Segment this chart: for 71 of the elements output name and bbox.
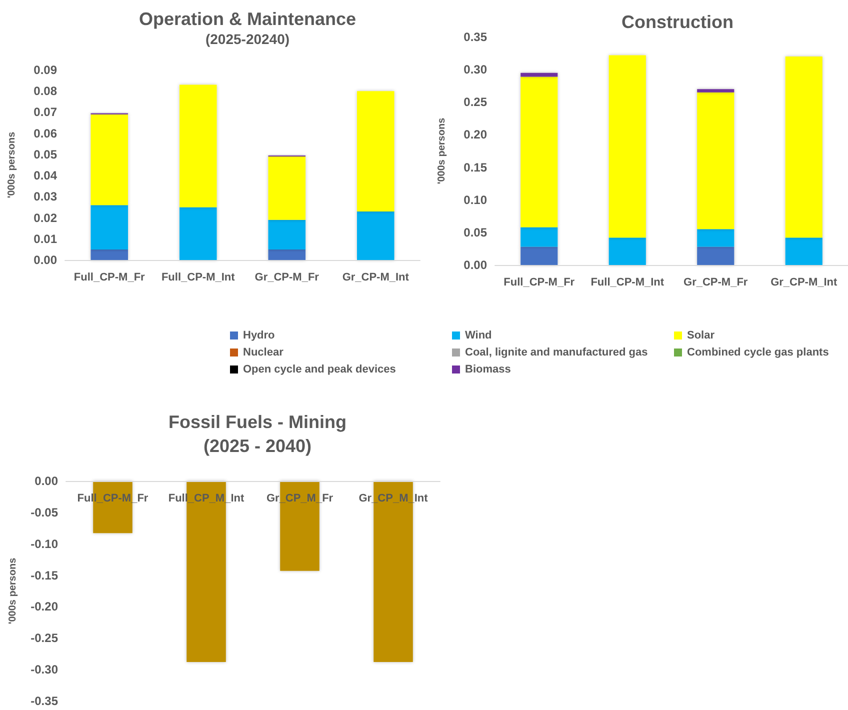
bar: [697, 246, 734, 265]
y-tick-label: 0.00: [34, 474, 58, 488]
legend-label: Wind: [465, 330, 492, 342]
bar: [520, 246, 558, 265]
chart-title: Operation & Maintenance: [138, 9, 356, 29]
y-axis-title: '000s persons: [8, 557, 18, 624]
bar: [90, 249, 128, 260]
x-tick-label: Full_CP-M_Int: [161, 272, 236, 284]
y-tick-label: 0.09: [34, 63, 58, 77]
legend-label: Hydro: [243, 330, 276, 342]
bar: [90, 205, 128, 250]
legend-label: Combined cycle gas plants: [687, 346, 829, 358]
bar: [179, 207, 217, 260]
y-tick-label: -0.15: [30, 568, 58, 582]
y-tick-label: 0.05: [34, 147, 58, 162]
bar: [697, 92, 734, 230]
bar: [268, 156, 306, 220]
y-tick-label: -0.05: [30, 505, 58, 520]
y-axis-title: '000s persons: [6, 131, 18, 198]
y-tick-label: -0.35: [30, 694, 58, 708]
y-tick-label: -0.20: [30, 600, 58, 614]
y-tick-label: 0.05: [464, 225, 488, 240]
x-tick-label: Gr_CP-M_Int: [342, 272, 410, 284]
y-tick-label: 0.35: [464, 30, 488, 44]
bar: [697, 229, 734, 247]
chart-subtitle: (2025-20240): [205, 31, 290, 47]
bar: [520, 227, 558, 247]
y-tick-label: 0.15: [464, 160, 488, 174]
legend-label: Solar: [687, 330, 716, 342]
y-axis-title: '000s persons: [436, 117, 448, 184]
y-tick-label: 0.25: [464, 95, 488, 110]
bar: [608, 55, 646, 238]
chart-title: Fossil Fuels - Mining: [168, 412, 347, 432]
x-tick-label: Gr_CP-M_Fr: [254, 272, 320, 284]
x-tick-label: Gr_CP-M_Int: [770, 276, 838, 288]
y-tick-label: 0.03: [34, 190, 58, 204]
y-tick-label: -0.10: [30, 536, 58, 551]
legend-label: Biomass: [465, 364, 511, 376]
y-tick-label: 0.10: [464, 192, 488, 207]
bar: [356, 211, 394, 260]
bar: [697, 89, 734, 92]
y-tick-label: -0.25: [30, 631, 58, 646]
bar: [520, 76, 558, 228]
y-tick-label: 0.08: [34, 84, 58, 98]
x-tick-label: Gr_CP-M_Fr: [684, 276, 748, 288]
x-tick-label: Full_CP-M_Fr: [504, 276, 576, 288]
chart-title: Construction: [622, 12, 734, 32]
bar: [90, 114, 128, 206]
x-tick-label: Full_CP-M_Int: [590, 276, 664, 288]
bar: [268, 220, 306, 250]
chart-subtitle: (2025 - 2040): [203, 436, 312, 456]
y-tick-label: 0.01: [34, 232, 58, 246]
y-tick-label: 0.20: [464, 128, 488, 142]
bar: [785, 238, 822, 265]
bar: [608, 238, 646, 265]
bar: [785, 56, 822, 238]
x-tick-label: Full_CP-M_Fr: [74, 272, 146, 284]
y-tick-label: 0.00: [464, 258, 488, 272]
legend-label: Coal, lignite and manufactured gas: [465, 346, 648, 358]
bar: [179, 84, 217, 208]
y-tick-label: -0.30: [30, 662, 58, 677]
y-tick-label: 0.06: [34, 126, 58, 140]
y-tick-label: 0.00: [34, 253, 58, 267]
y-tick-label: 0.04: [34, 168, 58, 183]
bar: [268, 249, 306, 260]
y-tick-label: 0.30: [464, 62, 488, 77]
y-tick-label: 0.02: [34, 210, 58, 225]
legend-label: Nuclear: [243, 346, 284, 358]
y-tick-label: 0.07: [34, 105, 58, 120]
legend-label: Open cycle and peak devices: [243, 364, 396, 376]
bar: [356, 91, 394, 212]
